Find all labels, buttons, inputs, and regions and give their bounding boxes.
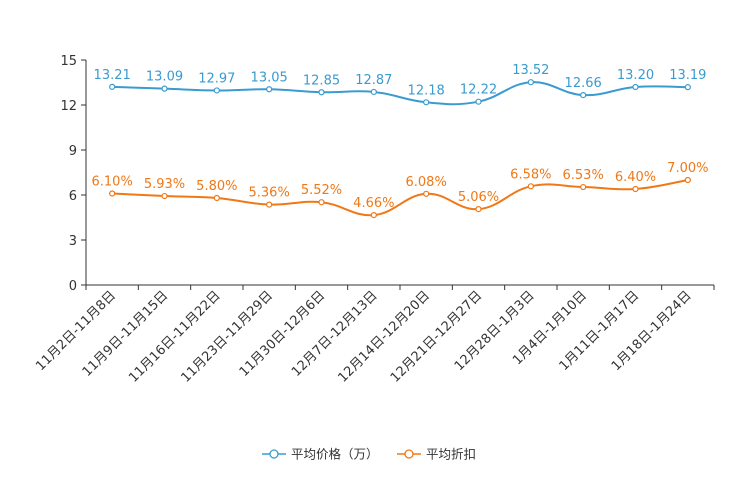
- data-point: [580, 91, 587, 99]
- data-label: 12.87: [355, 73, 392, 88]
- data-point: [213, 194, 220, 202]
- legend-item-2: 平均折扣: [397, 447, 476, 462]
- y-tick-label: 15: [60, 54, 77, 69]
- chart-legend: 平均价格（万） 平均折扣: [262, 447, 476, 462]
- data-label: 6.58%: [510, 167, 551, 182]
- data-point: [423, 99, 430, 106]
- data-label: 13.19: [669, 68, 706, 83]
- data-point: [684, 84, 691, 91]
- data-label: 12.22: [460, 83, 497, 98]
- data-point: [318, 199, 325, 206]
- data-label: 6.53%: [563, 168, 604, 183]
- data-point: [632, 185, 639, 193]
- y-tick-label: 12: [60, 99, 77, 114]
- data-label: 12.85: [303, 73, 340, 88]
- data-label: 6.10%: [92, 175, 133, 190]
- legend-label: 平均价格（万）: [291, 447, 379, 462]
- data-label: 5.36%: [249, 186, 290, 201]
- data-label: 7.00%: [667, 161, 708, 176]
- data-point: [527, 183, 534, 190]
- series-line: [112, 81, 688, 106]
- data-label: 12.18: [408, 83, 445, 98]
- data-label: 4.66%: [353, 196, 394, 211]
- data-point: [475, 98, 482, 105]
- y-tick-label: 6: [69, 189, 77, 204]
- data-label: 5.52%: [301, 183, 342, 198]
- data-point: [109, 83, 116, 90]
- data-label: 5.93%: [144, 177, 185, 192]
- data-label: 13.20: [617, 68, 654, 83]
- data-label: 5.80%: [196, 179, 237, 194]
- data-point: [318, 89, 325, 96]
- legend-marker-icon: [404, 449, 414, 459]
- data-point: [370, 212, 377, 219]
- data-label: 13.21: [94, 68, 131, 83]
- data-label: 13.09: [146, 70, 183, 85]
- data-point: [266, 86, 273, 93]
- series-2: 6.10% 5.93% 5.80% 5.36% 5.52% 4.66% 6.08% 5.06%…: [92, 161, 708, 219]
- x-tick-label: 12月21日-12月27日: [388, 288, 485, 385]
- x-tick-label: 12月14日-12月20日: [336, 288, 433, 385]
- data-point: [527, 79, 534, 86]
- data-label: 5.06%: [458, 190, 499, 205]
- data-point: [423, 190, 430, 197]
- legend-item-1: 平均价格（万）: [262, 447, 379, 462]
- legend-label: 平均折扣: [426, 447, 476, 462]
- data-point: [684, 176, 691, 184]
- data-point: [632, 83, 639, 91]
- data-point: [475, 206, 482, 213]
- data-point: [580, 183, 587, 191]
- y-tick-label: 3: [69, 234, 77, 249]
- legend-marker-icon: [269, 449, 279, 459]
- chart-axes: 0369121511月2日-11月8日11月9日-11月15日11月16日-11…: [33, 54, 715, 386]
- data-label: 12.97: [198, 71, 235, 86]
- data-label: 13.05: [251, 70, 288, 85]
- series-layer: 13.21 13.09 12.97 13.05 12.85 12.87 12.18 12.22…: [92, 63, 708, 219]
- x-tick-label: 11月16日-11月22日: [126, 288, 223, 385]
- data-label: 12.66: [565, 76, 602, 91]
- data-point: [109, 190, 116, 197]
- data-label: 13.52: [512, 63, 549, 78]
- x-tick-label: 11月23日-11月29日: [179, 288, 276, 385]
- data-point: [370, 88, 377, 96]
- y-tick-label: 0: [69, 279, 77, 294]
- series-line: [112, 179, 689, 217]
- data-label: 6.40%: [615, 170, 656, 185]
- data-point: [161, 85, 168, 92]
- data-point: [161, 192, 168, 200]
- data-label: 6.08%: [406, 175, 447, 190]
- y-tick-label: 9: [69, 144, 77, 159]
- series-1: 13.21 13.09 12.97 13.05 12.85 12.87 12.18 12.22…: [94, 63, 706, 106]
- data-point: [213, 87, 220, 94]
- data-point: [266, 201, 273, 208]
